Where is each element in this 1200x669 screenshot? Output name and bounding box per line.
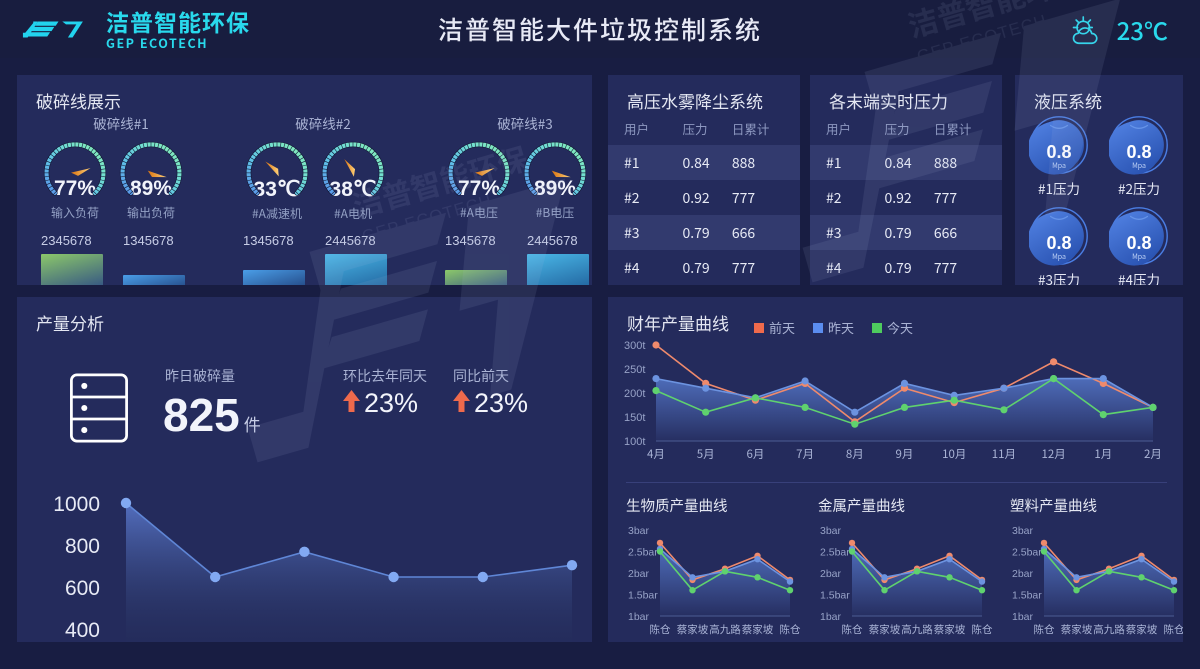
svg-text:蔡家坡: 蔡家坡 bbox=[677, 622, 709, 637]
svg-text:1bar: 1bar bbox=[1012, 611, 1034, 623]
svg-text:蔡家坡: 蔡家坡 bbox=[869, 622, 901, 637]
svg-text:1bar: 1bar bbox=[820, 611, 842, 623]
svg-text:12月: 12月 bbox=[1041, 446, 1065, 462]
svg-text:6月: 6月 bbox=[746, 446, 764, 462]
svg-text:3bar: 3bar bbox=[1012, 525, 1034, 537]
svg-text:200t: 200t bbox=[624, 388, 645, 400]
svg-text:150t: 150t bbox=[624, 412, 645, 424]
svg-text:250t: 250t bbox=[624, 364, 645, 376]
svg-text:蔡家坡: 蔡家坡 bbox=[1061, 622, 1093, 637]
svg-text:7月: 7月 bbox=[796, 446, 814, 462]
svg-text:2.5bar: 2.5bar bbox=[1012, 547, 1042, 559]
svg-text:陈仓: 陈仓 bbox=[1034, 622, 1056, 637]
svg-text:100t: 100t bbox=[624, 436, 645, 448]
svg-text:2.5bar: 2.5bar bbox=[628, 547, 658, 559]
svg-text:2.5bar: 2.5bar bbox=[820, 547, 850, 559]
svg-text:陈仓: 陈仓 bbox=[780, 622, 801, 637]
svg-text:11月: 11月 bbox=[992, 446, 1016, 462]
svg-text:陈仓: 陈仓 bbox=[972, 622, 993, 637]
svg-text:300t: 300t bbox=[624, 340, 645, 352]
svg-text:2bar: 2bar bbox=[628, 568, 650, 580]
svg-text:5月: 5月 bbox=[697, 446, 715, 462]
svg-text:高九路: 高九路 bbox=[1093, 622, 1125, 637]
svg-text:1.5bar: 1.5bar bbox=[628, 590, 658, 602]
svg-text:10月: 10月 bbox=[942, 446, 966, 462]
svg-text:2月: 2月 bbox=[1144, 446, 1162, 462]
svg-text:陈仓: 陈仓 bbox=[842, 622, 863, 637]
svg-text:4月: 4月 bbox=[647, 446, 665, 462]
svg-text:蔡家坡: 蔡家坡 bbox=[934, 622, 966, 637]
svg-text:8月: 8月 bbox=[846, 446, 864, 462]
svg-text:9月: 9月 bbox=[896, 446, 914, 462]
svg-text:高九路: 高九路 bbox=[901, 622, 933, 637]
svg-text:高九路: 高九路 bbox=[709, 622, 741, 637]
svg-text:1月: 1月 bbox=[1094, 446, 1112, 462]
svg-text:蔡家坡: 蔡家坡 bbox=[1126, 622, 1158, 637]
svg-text:蔡家坡: 蔡家坡 bbox=[742, 622, 774, 637]
svg-text:1bar: 1bar bbox=[628, 611, 650, 623]
svg-text:3bar: 3bar bbox=[820, 525, 842, 537]
svg-text:2bar: 2bar bbox=[1012, 568, 1034, 580]
svg-text:2bar: 2bar bbox=[820, 568, 842, 580]
svg-text:1.5bar: 1.5bar bbox=[820, 590, 850, 602]
svg-text:陈仓: 陈仓 bbox=[650, 622, 671, 637]
svg-text:1.5bar: 1.5bar bbox=[1012, 590, 1042, 602]
svg-text:3bar: 3bar bbox=[628, 525, 650, 537]
svg-text:陈仓: 陈仓 bbox=[1164, 622, 1184, 637]
